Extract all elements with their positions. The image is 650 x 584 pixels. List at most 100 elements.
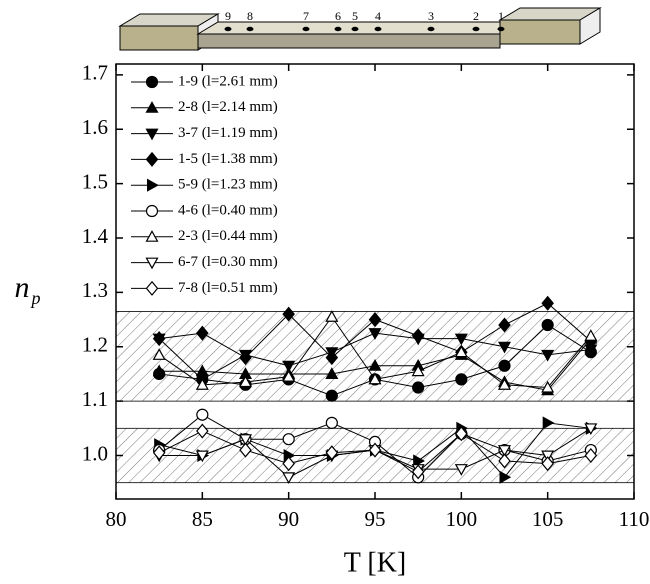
legend-label: 7-8 (l=0.51 mm) [178,280,278,296]
marker [152,445,166,461]
marker [325,310,339,322]
y-tick-label: 1.6 [82,115,108,139]
marker [282,306,295,322]
legend-label: 5-9 (l=1.23 mm) [178,177,278,193]
sample-dot [334,26,342,32]
marker [368,328,382,340]
marker [584,423,598,436]
y-tick-label: 1.3 [82,278,108,302]
marker [541,295,554,311]
sample-dot [497,26,505,32]
marker [368,312,382,328]
marker [239,350,252,366]
sample-diagram [118,7,602,51]
marker [454,345,468,358]
sample-dot [374,26,382,32]
y-axis-label-sub: p [30,288,41,308]
sample-label: 5 [352,9,358,23]
sample-label: 4 [375,9,381,23]
marker [413,454,425,468]
marker [497,341,512,354]
sample-label: 1 [498,9,504,23]
marker [411,328,425,344]
marker [325,367,339,379]
x-tick-label: 95 [365,507,386,531]
sample-dot [351,26,359,32]
legend-marker [145,151,159,167]
marker [239,442,252,458]
marker [541,450,555,463]
sample-dot [427,26,435,32]
marker [498,317,511,333]
y-axis-label: n [15,271,30,304]
legend-label: 2-8 (l=2.14 mm) [178,99,278,115]
marker [412,381,425,394]
sample-label: 9 [225,9,231,23]
marker [325,350,339,366]
marker [152,331,166,347]
sample-label: 7 [303,9,309,23]
sample-label: 8 [247,9,253,23]
marker [541,318,554,332]
marker [541,349,555,362]
marker [497,445,512,457]
marker [195,450,209,463]
legend-marker [145,128,159,141]
sample-label: 3 [428,9,434,23]
marker [325,445,339,461]
x-axis-label: T [K] [344,547,406,578]
marker [238,375,253,388]
marker [282,456,295,472]
marker [282,369,296,382]
sample-label: 6 [335,9,341,23]
y-tick-label: 1.4 [82,224,109,248]
marker [368,442,382,458]
marker [152,348,166,360]
x-tick-label: 105 [532,507,564,531]
marker [282,472,296,484]
marker [455,426,468,442]
marker [584,329,598,341]
y-tick-label: 1.1 [82,387,108,411]
x-tick-label: 100 [446,507,478,531]
legend-marker [145,230,159,242]
marker [196,423,209,439]
marker [411,464,425,480]
marker [455,373,468,386]
legend-label: 4-6 (l=0.40 mm) [178,202,278,218]
y-tick-label: 1.2 [82,333,108,357]
marker [325,389,338,402]
marker [411,364,425,377]
legend-marker [145,280,159,296]
sample-label: 2 [473,9,479,23]
x-tick-label: 80 [106,507,127,531]
marker [195,378,209,390]
x-tick-label: 110 [619,507,650,531]
sample-dot [472,26,480,32]
legend-label: 1-9 (l=2.61 mm) [178,73,278,89]
sample-dot [246,26,254,32]
legend-label: 6-7 (l=0.30 mm) [178,254,278,270]
y-tick-label: 1.7 [82,61,108,85]
marker [368,359,382,371]
y-tick-label: 1.0 [82,441,108,465]
marker [152,364,166,377]
marker [368,372,382,385]
legend-marker [145,257,159,270]
marker [454,333,468,346]
marker [196,325,209,341]
marker [454,464,468,476]
marker [584,447,598,464]
legend-marker [145,75,159,89]
marker [282,433,295,446]
marker [541,456,554,472]
sample-dot [302,26,310,32]
legend-label: 1-5 (l=1.38 mm) [178,151,278,167]
legend-marker [145,204,159,218]
legend-marker [147,178,159,192]
legend-label: 2-3 (l=0.44 mm) [178,228,278,244]
marker [498,359,511,372]
x-tick-label: 85 [192,507,213,531]
marker [542,416,555,430]
